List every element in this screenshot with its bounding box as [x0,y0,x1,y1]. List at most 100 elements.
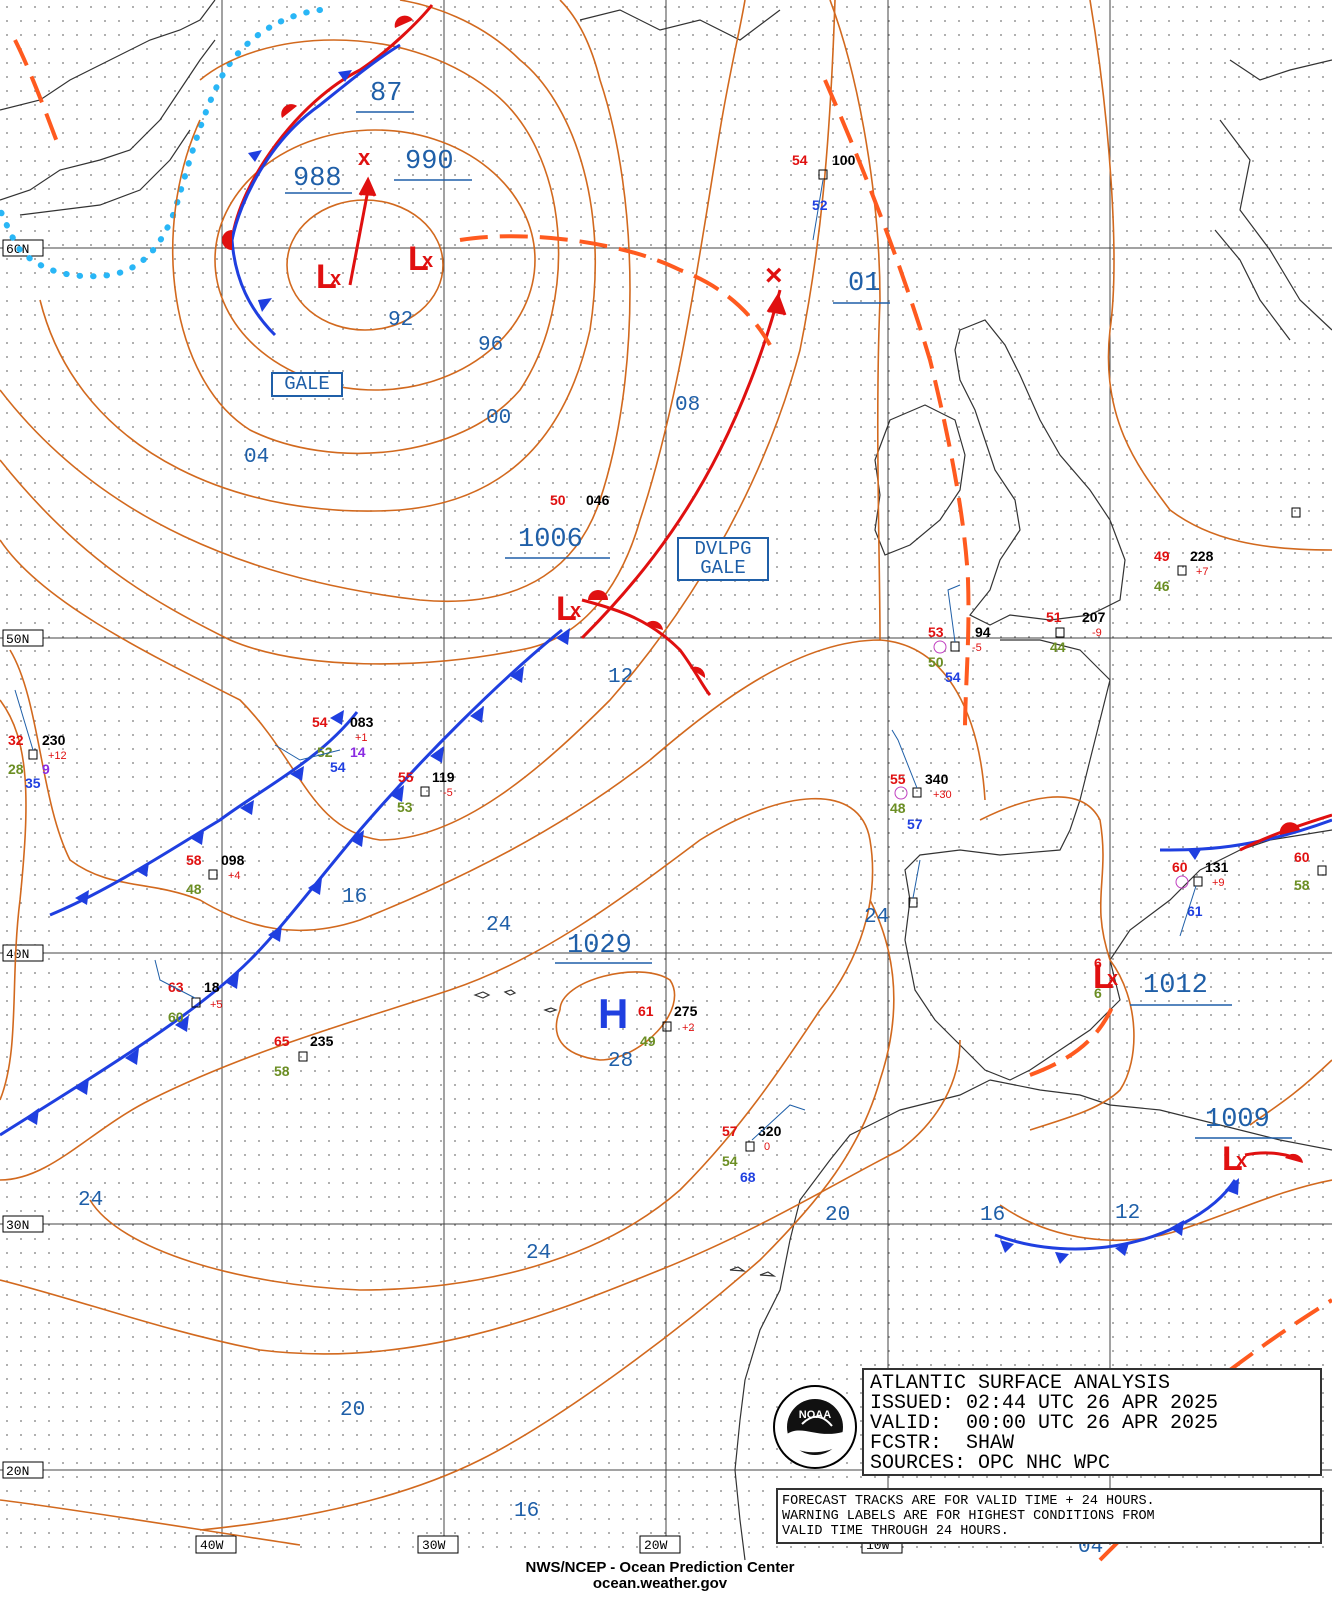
issued-line: ISSUED: 02:44 UTC 26 APR 2025 [870,1392,1219,1415]
svg-text:12: 12 [1115,1202,1140,1225]
svg-text:28: 28 [608,1050,633,1073]
station-obs: 50 046 [550,492,610,508]
low-symbol-1009: L [1222,1140,1243,1178]
coastlines [0,0,1332,1561]
ice-edge-line [0,7,323,280]
svg-text:6: 6 [1094,985,1102,1001]
svg-text:24: 24 [78,1189,103,1212]
svg-text:49: 49 [640,1033,656,1049]
svg-text:49: 49 [1154,548,1170,564]
station-obs: 57 320 0 54 68 [722,1104,806,1185]
pressure-label-1006: 1006 [518,525,583,555]
station-obs: 54 100 52 [792,152,856,241]
cold-front-secondary [49,711,359,917]
pressure-label-990: 990 [405,147,454,177]
station-obs: 54 083 +1 52 14 54 [274,714,374,775]
svg-text:100: 100 [832,152,856,168]
lon-label-40w: 40W [200,1538,224,1553]
svg-text:9: 9 [42,761,50,777]
svg-text:228: 228 [1190,548,1214,564]
station-obs: 51 207 -9 44 [1046,609,1106,655]
svg-text:28: 28 [8,761,24,777]
forecaster-line: FCSTR: SHAW [870,1432,1015,1455]
trough-southeast [1228,1298,1332,1372]
cold-front-main [0,628,563,1137]
cold-front-west-curve [230,239,277,337]
svg-text:54: 54 [330,759,346,775]
svg-text:04: 04 [244,446,269,469]
svg-text:61: 61 [638,1003,654,1019]
svg-text:0: 0 [764,1141,770,1153]
svg-text:58: 58 [1294,877,1310,893]
svg-text:-5: -5 [972,642,982,654]
svg-text:58: 58 [186,852,202,868]
credit-url[interactable]: ocean.weather.gov [592,1575,728,1592]
pressure-label-1029: 1029 [567,931,632,961]
svg-text:00: 00 [486,407,511,430]
svg-text:54: 54 [312,714,328,730]
svg-text:54: 54 [722,1153,738,1169]
station-obs: 55 119 -5 53 [397,769,455,815]
note-line: VALID TIME THROUGH 24 HOURS. [782,1524,1009,1539]
svg-text:48: 48 [186,881,202,897]
station-obs: 32 230 +12 28 9 35 [8,689,67,791]
svg-text:098: 098 [221,852,245,868]
cold-front-north [230,43,401,241]
svg-text:35: 35 [25,775,41,791]
svg-text:50: 50 [550,492,566,508]
forecast-x-988: x [358,145,371,170]
svg-text:x: x [1107,968,1118,990]
svg-text:60: 60 [1172,859,1188,875]
svg-text:235: 235 [310,1033,334,1049]
svg-text:230: 230 [42,732,66,748]
svg-text:-9: -9 [1092,627,1102,639]
trough-uk [823,79,971,731]
gale-warning-label: GALE [271,372,343,397]
low-symbol-990: L [408,240,429,278]
svg-text:20: 20 [825,1204,850,1227]
lat-label-20n: 20N [6,1464,29,1479]
svg-text:320: 320 [758,1123,782,1139]
cold-front-mediterranean [1159,818,1332,852]
svg-text:60: 60 [168,1009,184,1025]
svg-text:65: 65 [274,1033,290,1049]
note-line: FORECAST TRACKS ARE FOR VALID TIME + 24 … [782,1494,1155,1509]
svg-text:12: 12 [608,666,633,689]
svg-text:275: 275 [674,1003,698,1019]
warning-line-2: GALE [700,557,746,579]
valid-line: VALID: 00:00 UTC 26 APR 2025 [870,1412,1219,1435]
svg-text:119: 119 [432,769,455,785]
svg-text:18: 18 [204,979,220,995]
svg-text:x: x [570,600,581,622]
svg-text:+1: +1 [355,732,368,744]
svg-text:x: x [422,250,433,272]
svg-text:57: 57 [907,816,923,832]
cold-front-south [994,1179,1237,1251]
lat-label-30n: 30N [6,1218,29,1233]
pressure-label-988: 988 [293,164,342,194]
station-obs: 60 58 [1294,849,1327,893]
svg-text:6: 6 [1094,955,1102,971]
forecast-x-01: × [765,259,783,292]
low-symbol-1006: L [556,590,577,628]
svg-text:16: 16 [342,886,367,909]
svg-text:60: 60 [1294,849,1310,865]
station-obs: 65 235 58 [274,1033,334,1079]
svg-text:x: x [1236,1150,1247,1172]
svg-text:68: 68 [740,1169,756,1185]
svg-text:x: x [330,268,341,290]
svg-text:54: 54 [945,669,961,685]
pressure-label-87: 87 [370,79,402,109]
svg-text:32: 32 [8,732,24,748]
isobars [0,0,1332,1546]
forecast-tracks [348,176,787,316]
svg-text:53: 53 [928,624,944,640]
latitude-labels: 60N 50N 40N 30N 20N [2,239,44,1479]
credit-footer: NWS/NCEP - Ocean Prediction Center ocean… [440,1560,880,1592]
trough-central [459,234,772,346]
station-obs: 63 18 +5 60 [154,959,223,1025]
svg-text:24: 24 [526,1242,551,1265]
trough-iberia [1029,999,1117,1077]
svg-text:63: 63 [168,979,184,995]
